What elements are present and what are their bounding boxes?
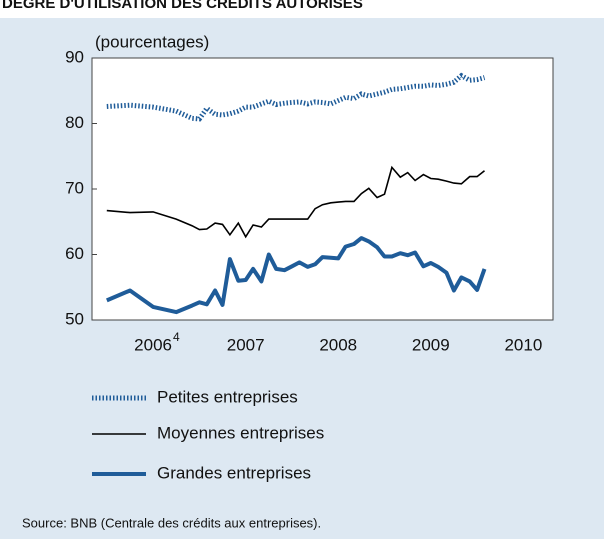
series-line <box>106 236 487 315</box>
y-tick-label: 90 <box>65 47 84 66</box>
y-tick-label: 80 <box>65 113 84 132</box>
y-axis-label: (pourcentages) <box>95 32 209 51</box>
source-note: Source: BNB (Centrale des crédits aux en… <box>22 515 321 530</box>
x-tick-label: 2010 <box>504 335 542 354</box>
y-tick-label: 50 <box>65 309 84 328</box>
x-tick-label: 2007 <box>227 335 265 354</box>
plot-area <box>91 57 554 321</box>
x-tick-label: 2008 <box>319 335 357 354</box>
x-tick-label: 2009 <box>412 335 450 354</box>
y-tick-label: 70 <box>65 178 84 197</box>
chart-title: DEGRÉ D'UTILISATION DES CRÉDITS AUTORISÉ… <box>2 0 363 12</box>
legend-label: Moyennes entreprises <box>157 423 324 442</box>
legend-label: Petites entreprises <box>157 387 298 406</box>
y-tick-label: 60 <box>65 244 84 263</box>
legend-label: Grandes entreprises <box>157 463 311 482</box>
x-tick-label: 2006 <box>134 335 172 354</box>
footnote-mark: 4 <box>173 330 180 344</box>
series-line <box>106 165 485 239</box>
